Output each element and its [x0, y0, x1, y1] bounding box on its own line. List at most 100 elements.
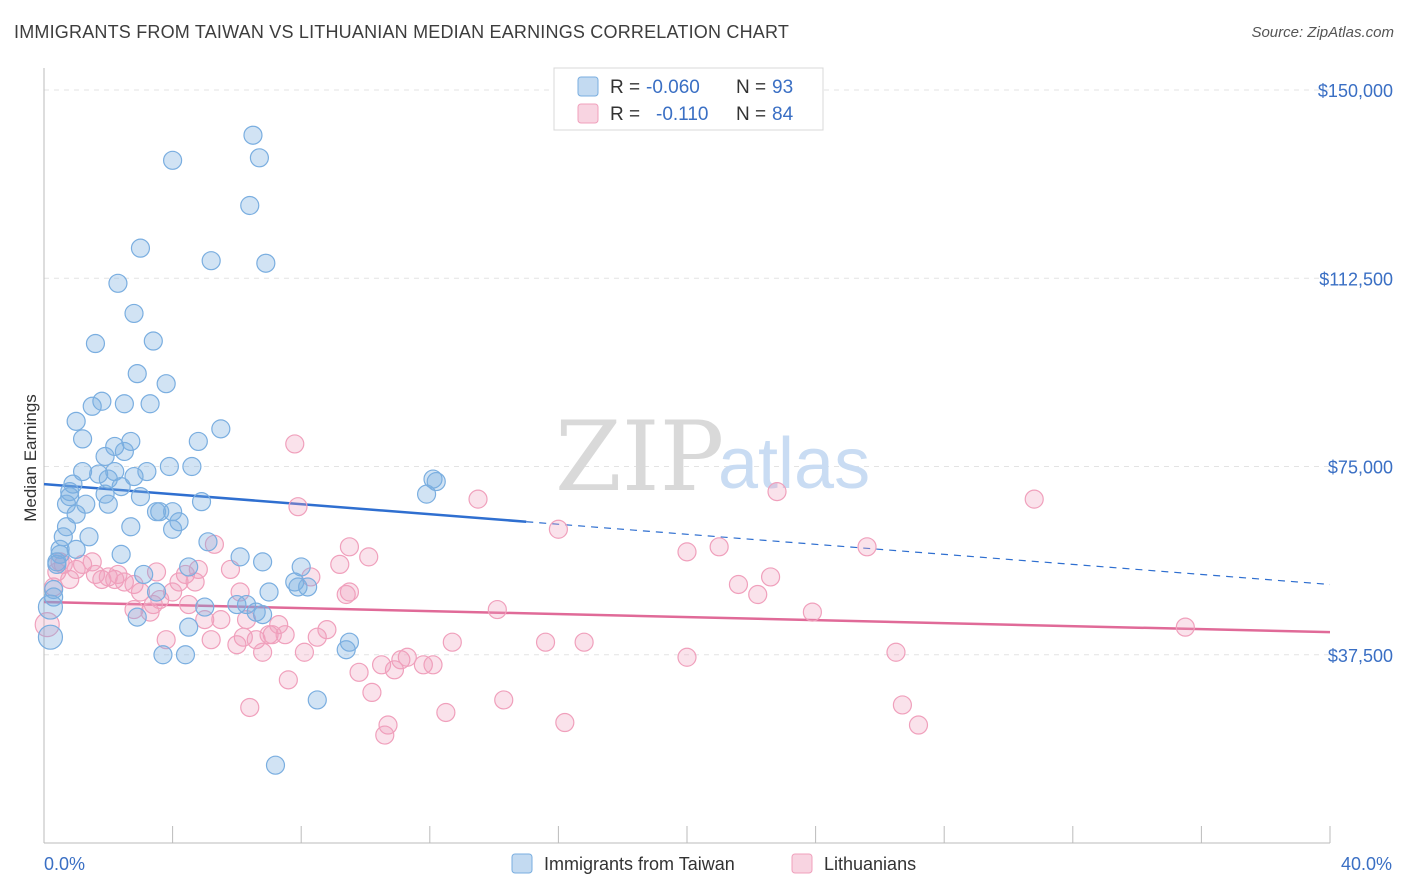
point-taiwan-81: [288, 577, 308, 597]
legend-r-label-1: R =: [610, 77, 640, 98]
point-lithuanians-47: [288, 497, 308, 517]
point-lithuanians-52: [330, 554, 350, 575]
point-lithuanians-76: [677, 542, 697, 562]
point-taiwan-21: [82, 396, 102, 416]
point-lithuanians-55: [339, 582, 360, 602]
chart-source: Source: ZipAtlas.com: [1251, 24, 1394, 41]
y-tick-label-3: $150,000: [1318, 81, 1393, 101]
point-taiwan-56: [163, 150, 183, 170]
point-lithuanians-67: [436, 702, 456, 723]
point-taiwan-59: [179, 617, 199, 637]
point-lithuanians-22: [156, 630, 176, 650]
point-lithuanians-8: [82, 552, 102, 572]
point-lithuanians-51: [317, 620, 337, 640]
point-lithuanians-43: [269, 615, 289, 635]
point-taiwan-11: [60, 487, 80, 507]
point-taiwan-7: [50, 539, 70, 559]
point-lithuanians-74: [555, 712, 575, 733]
point-lithuanians-70: [487, 599, 507, 620]
legend-r-value-2: -0.110: [656, 104, 708, 125]
x-tick-label-max: 40.0%: [1341, 854, 1392, 874]
point-taiwan-27: [98, 494, 118, 514]
point-taiwan-23: [89, 464, 109, 484]
watermark-atlas: atlas: [718, 424, 870, 504]
bottom-legend-swatch-lithuanians: [791, 853, 813, 874]
point-taiwan-32: [111, 544, 131, 564]
watermark-zip: ZIP: [555, 401, 724, 513]
legend-frame: [553, 67, 824, 131]
trend-line-taiwan: [43, 482, 527, 523]
point-lithuanians-69: [468, 489, 488, 509]
point-lithuanians-40: [253, 642, 273, 662]
point-lithuanians-19: [143, 594, 163, 615]
point-taiwan-37: [121, 431, 141, 452]
y-tick-labels: $37,500 $75,000 $112,500 $150,000: [1318, 81, 1393, 666]
point-lithuanians-80: [748, 584, 768, 605]
point-taiwan-1: [37, 594, 64, 620]
point-taiwan-57: [169, 512, 189, 532]
point-lithuanians-61: [378, 715, 398, 735]
point-taiwan-53: [159, 456, 179, 477]
point-lithuanians-68: [442, 632, 462, 652]
point-lithuanians-13: [108, 564, 128, 585]
point-lithuanians-71: [494, 690, 514, 710]
point-lithuanians-75: [574, 632, 594, 652]
legend-swatch-pink: [577, 103, 599, 124]
point-taiwan-14: [66, 539, 86, 559]
point-taiwan-70: [236, 594, 257, 615]
bottom-legend-label-taiwan: Immigrants from Taiwan: [544, 854, 735, 874]
point-taiwan-31: [108, 273, 128, 293]
point-taiwan-83: [298, 577, 318, 597]
point-lithuanians-87: [908, 715, 929, 735]
x-tick-label-min: 0.0%: [44, 854, 85, 874]
point-lithuanians-83: [802, 602, 822, 622]
point-taiwan-16: [66, 411, 86, 431]
point-taiwan-35: [114, 394, 134, 414]
legend-n-value-1: 93: [772, 77, 793, 98]
legend-r-value-1: -0.060: [646, 77, 700, 98]
point-lithuanians-5: [60, 569, 80, 590]
point-taiwan-89: [426, 471, 446, 492]
point-lithuanians-57: [359, 547, 379, 567]
point-taiwan-62: [188, 431, 208, 452]
point-taiwan-65: [198, 532, 218, 552]
point-lithuanians-89: [1175, 617, 1195, 637]
legend-n-label-1: N =: [736, 77, 766, 98]
trend-line-extension-taiwan: [526, 521, 1331, 586]
point-taiwan-25: [95, 446, 115, 467]
point-taiwan-33: [111, 476, 131, 497]
point-taiwan-20: [79, 527, 99, 547]
point-taiwan-40: [127, 364, 147, 384]
point-lithuanians-26: [179, 594, 199, 615]
point-lithuanians-30: [201, 630, 221, 650]
point-taiwan-67: [211, 419, 231, 439]
y-tick-label-1: $75,000: [1328, 458, 1393, 478]
point-taiwan-79: [265, 755, 286, 775]
point-lithuanians-23: [163, 582, 183, 602]
point-taiwan-46: [140, 394, 160, 414]
point-lithuanians-86: [892, 695, 913, 715]
point-lithuanians-6: [66, 559, 86, 580]
point-lithuanians-58: [362, 682, 382, 703]
point-lithuanians-24: [169, 572, 189, 592]
point-taiwan-52: [156, 374, 176, 394]
point-lithuanians-88: [1024, 489, 1044, 509]
point-lithuanians-78: [709, 537, 729, 557]
point-taiwan-72: [243, 125, 263, 145]
point-taiwan-41: [127, 607, 147, 627]
legend-swatch-blue: [577, 76, 599, 97]
point-taiwan-36: [121, 517, 141, 537]
point-taiwan-43: [130, 238, 151, 258]
point-taiwan-78: [259, 582, 279, 602]
point-taiwan-77: [256, 253, 276, 273]
point-taiwan-17: [72, 461, 93, 482]
bottom-legend-label-lithuanians: Lithuanians: [824, 854, 916, 874]
point-taiwan-3: [44, 579, 64, 600]
y-axis-label: Median Earnings: [21, 394, 40, 522]
point-lithuanians-34: [227, 635, 247, 655]
legend-n-value-2: 84: [772, 104, 794, 125]
point-taiwan-39: [124, 303, 144, 324]
point-taiwan-61: [182, 456, 202, 477]
point-lithuanians-45: [278, 670, 298, 690]
